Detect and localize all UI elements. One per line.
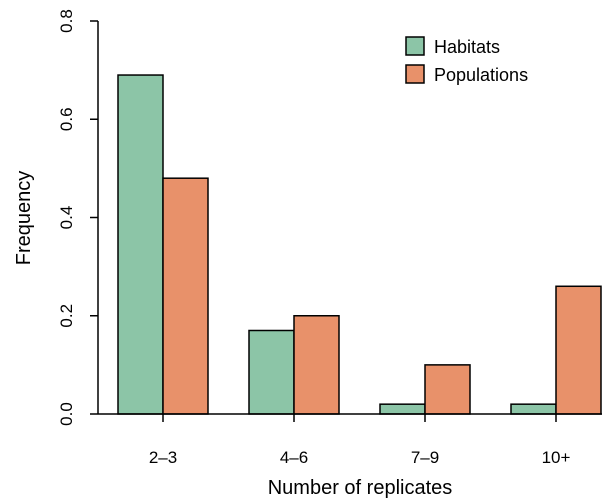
- x-tick-label: 10+: [542, 448, 571, 467]
- y-axis-title: Frequency: [13, 171, 35, 266]
- bar-habitats-1: [117, 74, 164, 415]
- legend-label-populations: Populations: [434, 65, 528, 85]
- x-tick-label: 7–9: [411, 448, 439, 467]
- x-axis-title: Number of replicates: [268, 477, 453, 499]
- bar-habitats-4: [510, 403, 557, 415]
- bar-populations-2: [293, 315, 340, 415]
- y-tick-label: 0.8: [57, 9, 76, 33]
- bar-populations-3: [424, 364, 471, 415]
- x-axis: 2–3 4–6 7–9 10+: [149, 414, 571, 467]
- x-tick-label: 4–6: [280, 448, 308, 467]
- legend: Habitats Populations: [405, 36, 528, 85]
- legend-swatch-habitats: [405, 36, 425, 56]
- legend-label-habitats: Habitats: [434, 37, 500, 57]
- bar-habitats-2: [248, 329, 295, 415]
- y-tick-label: 0.6: [57, 107, 76, 131]
- x-tick-label: 2–3: [149, 448, 177, 467]
- bar-populations-4: [555, 285, 602, 415]
- bars-group: [117, 74, 602, 415]
- legend-swatch-populations: [405, 64, 425, 84]
- y-tick-label: 0.2: [57, 304, 76, 328]
- y-axis: 0.0 0.2 0.4 0.6 0.8: [57, 9, 99, 426]
- y-tick-label: 0.4: [57, 206, 76, 230]
- bar-populations-1: [162, 177, 209, 415]
- bar-habitats-3: [379, 403, 426, 415]
- y-tick-label: 0.0: [57, 402, 76, 426]
